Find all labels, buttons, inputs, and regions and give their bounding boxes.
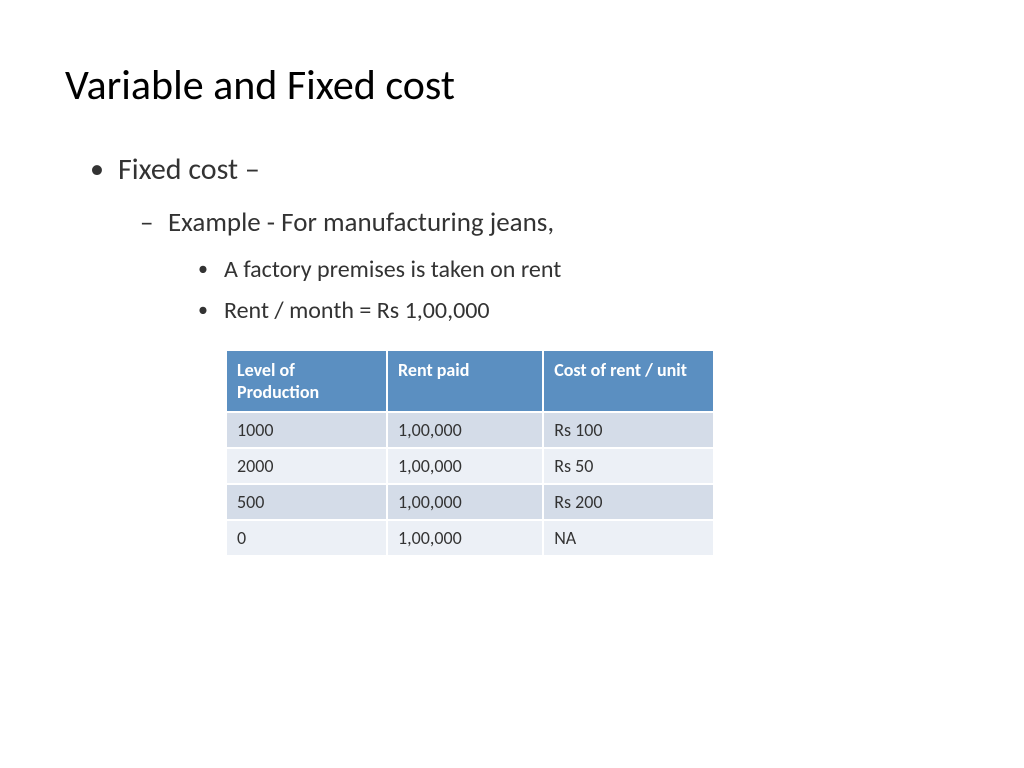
table-cell: NA [543, 520, 714, 556]
table-cell: 1,00,000 [387, 520, 543, 556]
table-cell: 1,00,000 [387, 412, 543, 448]
table-cell: 0 [226, 520, 387, 556]
table-row: 1000 1,00,000 Rs 100 [226, 412, 714, 448]
table-header-cell: Level of Production [226, 350, 387, 412]
table-cell: 1,00,000 [387, 448, 543, 484]
table-row: 2000 1,00,000 Rs 50 [226, 448, 714, 484]
table-cell: Rs 100 [543, 412, 714, 448]
table-header-cell: Rent paid [387, 350, 543, 412]
table-cell: 2000 [226, 448, 387, 484]
table-header-row: Level of Production Rent paid Cost of re… [226, 350, 714, 412]
table-cell: 1000 [226, 412, 387, 448]
slide-title: Variable and Fixed cost [65, 60, 959, 111]
bullet-level3-b: Rent / month = Rs 1,00,000 [198, 296, 959, 325]
bullet-level3-a: A factory premises is taken on rent [198, 255, 959, 284]
bullet-level2: Example - For manufacturing jeans, [140, 206, 959, 239]
table-row: 0 1,00,000 NA [226, 520, 714, 556]
table-cell: Rs 200 [543, 484, 714, 520]
table-header-cell: Cost of rent / unit [543, 350, 714, 412]
table-cell: 500 [226, 484, 387, 520]
table-container: Level of Production Rent paid Cost of re… [225, 349, 959, 557]
bullet-level1: Fixed cost – [90, 151, 959, 188]
table-row: 500 1,00,000 Rs 200 [226, 484, 714, 520]
table-cell: 1,00,000 [387, 484, 543, 520]
table-cell: Rs 50 [543, 448, 714, 484]
cost-table: Level of Production Rent paid Cost of re… [225, 349, 715, 557]
